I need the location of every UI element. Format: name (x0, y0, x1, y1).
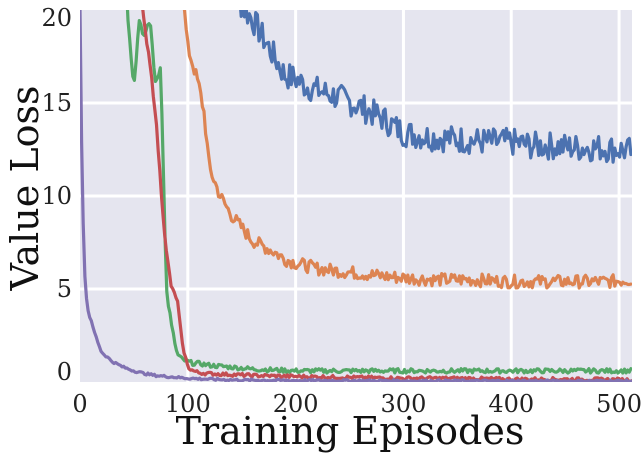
series-lines (80, 10, 632, 382)
series-line-1 (239, 10, 632, 164)
x-tick-label: 200 (273, 390, 319, 418)
x-axis-title: Training Episodes (176, 409, 525, 453)
y-tick-label: 0 (57, 358, 72, 386)
gridlines (80, 10, 632, 382)
x-tick-label: 100 (165, 390, 211, 418)
y-tick-labels: 0 5 10 15 20 (41, 4, 72, 386)
x-tick-labels: 0 100 200 300 400 500 (72, 390, 642, 418)
series-line-2 (182, 10, 632, 290)
x-tick-label: 400 (488, 390, 534, 418)
y-tick-label: 5 (57, 275, 72, 303)
x-tick-label: 0 (72, 390, 87, 418)
series-line-5 (80, 10, 632, 382)
series-line-3 (125, 10, 632, 375)
y-axis-title: Value Loss (3, 86, 47, 292)
y-tick-label: 20 (41, 4, 72, 32)
x-tick-label: 300 (381, 390, 427, 418)
y-tick-label: 15 (41, 89, 72, 117)
y-tick-label: 10 (41, 182, 72, 210)
x-tick-label: 500 (596, 390, 642, 418)
